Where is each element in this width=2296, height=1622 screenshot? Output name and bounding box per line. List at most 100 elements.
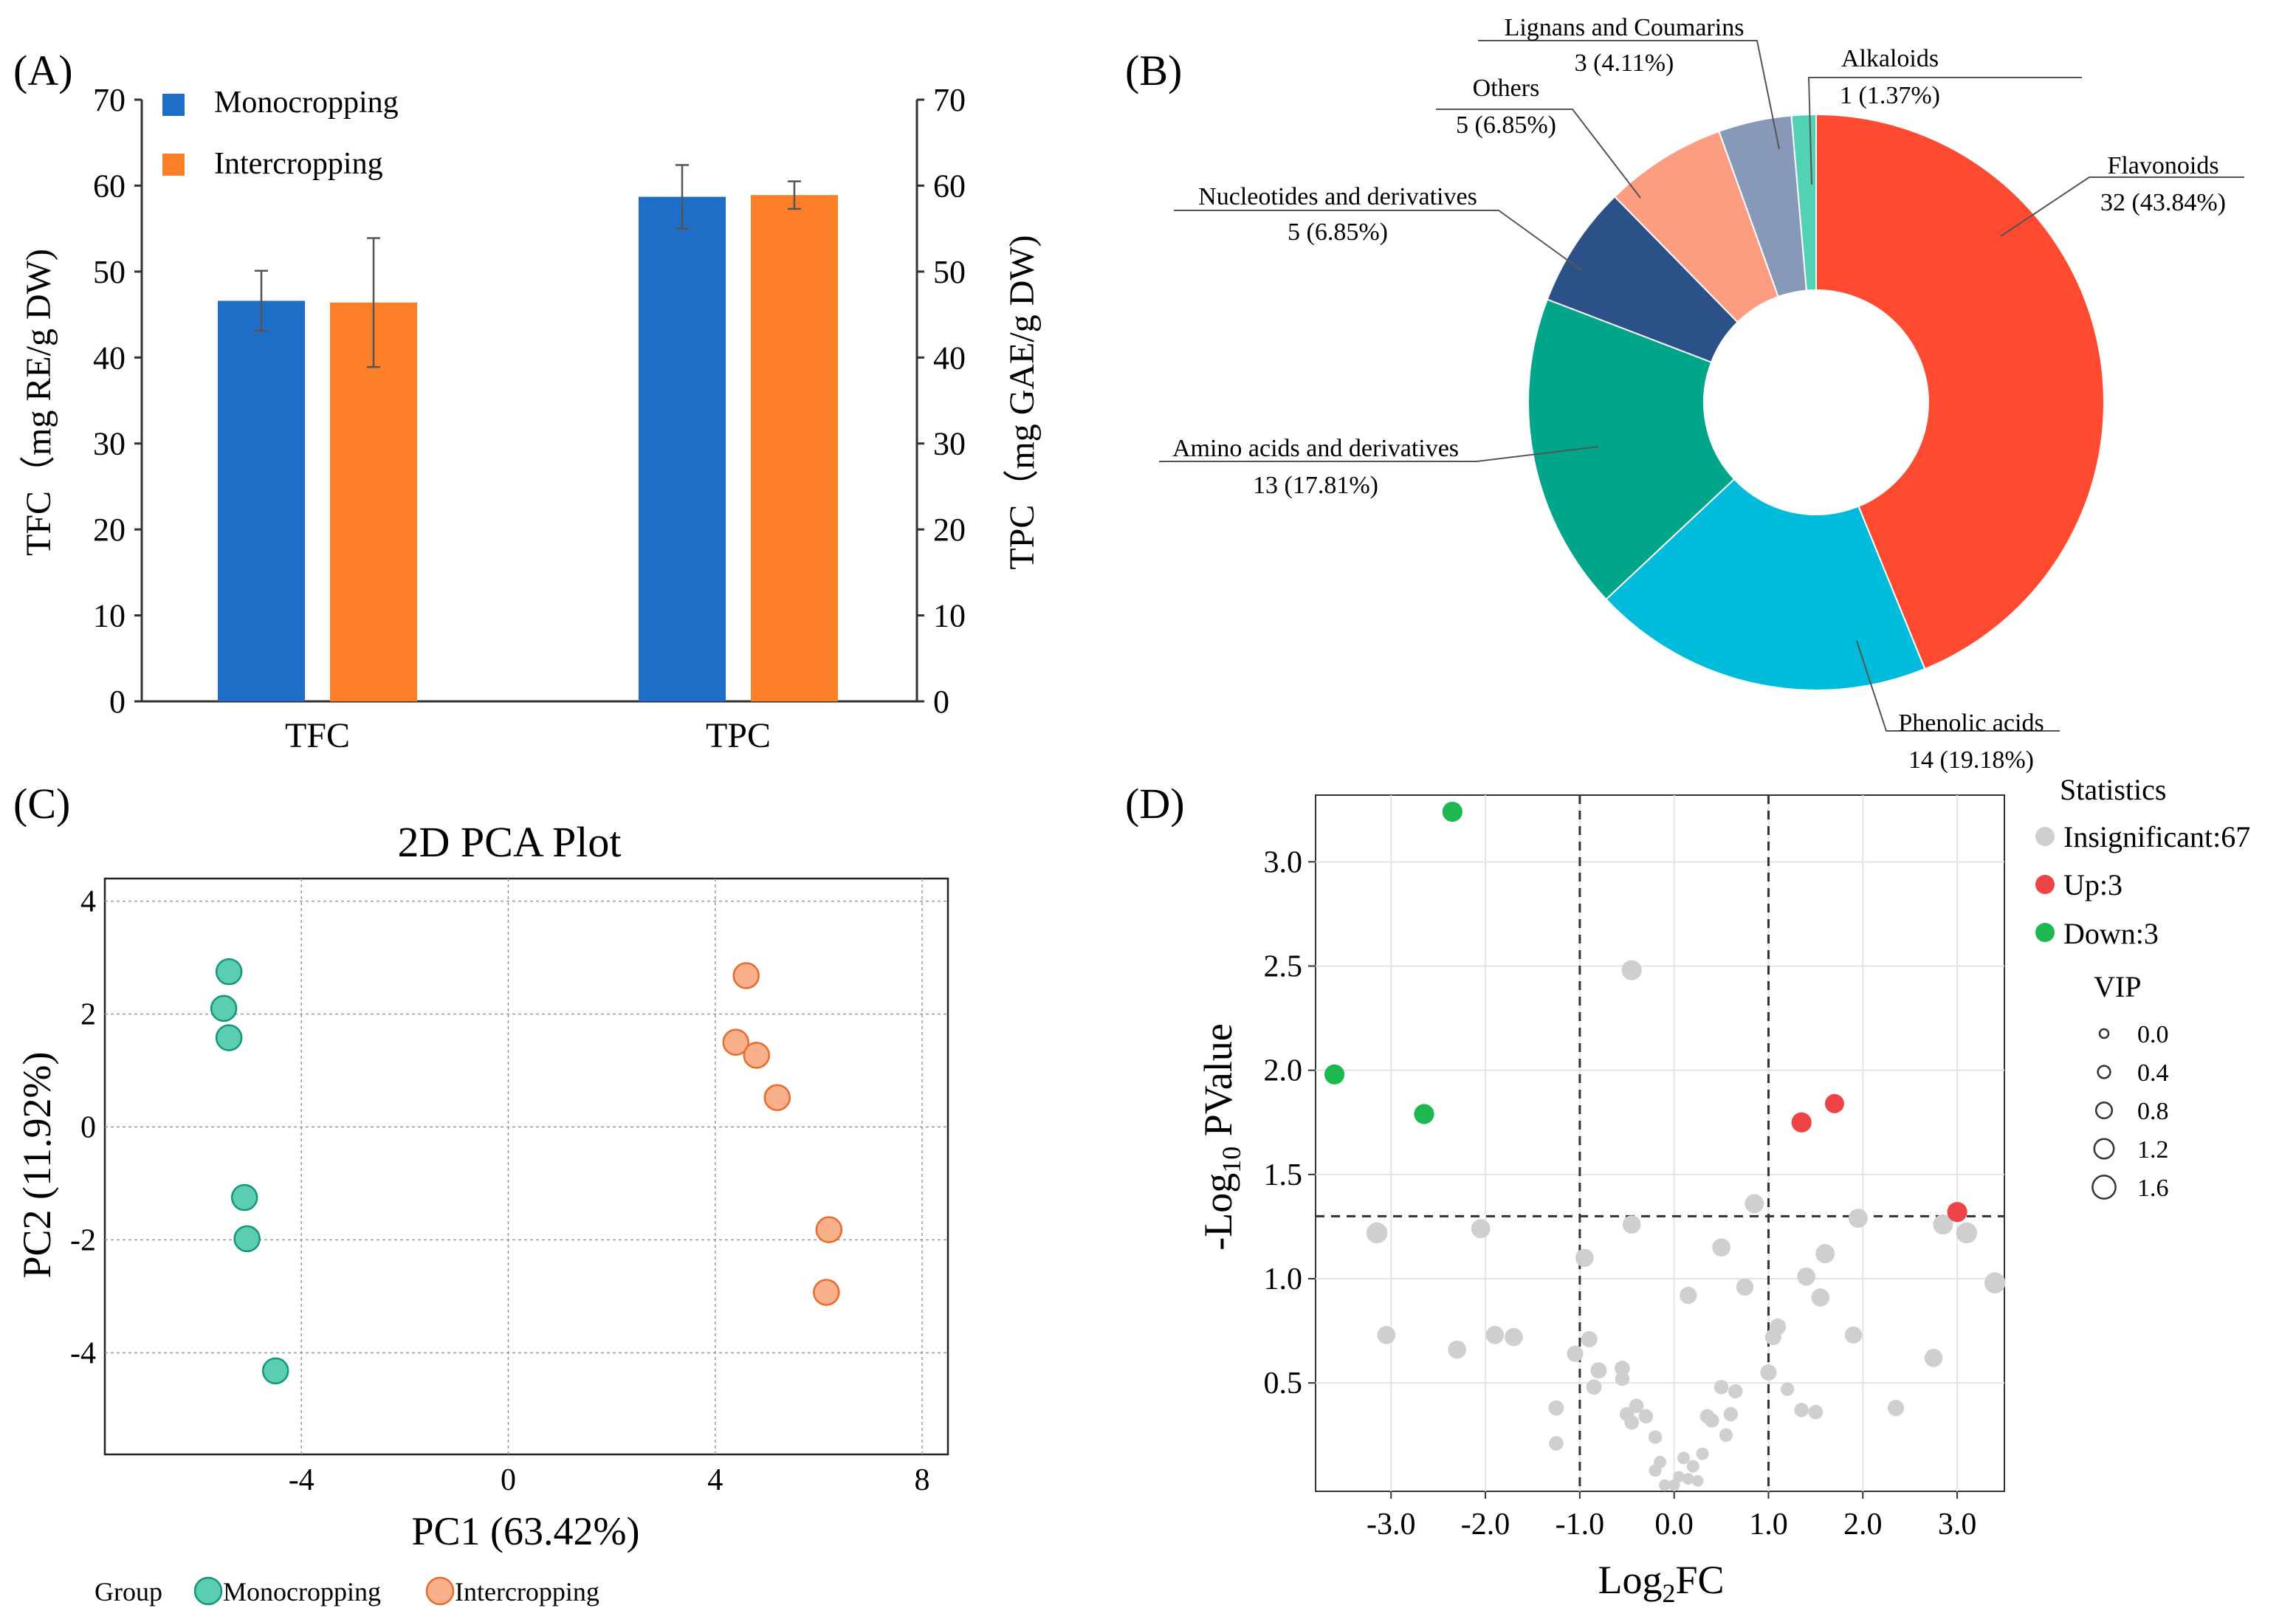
legend-label-down: Down:3 [2063, 917, 2159, 950]
vip-size-label: 1.2 [2137, 1136, 2169, 1164]
label-alkaloids: Alkaloids [1841, 45, 1939, 72]
volcano-point-insignificant [1659, 1479, 1671, 1491]
vip-size-label: 1.6 [2137, 1175, 2169, 1202]
legend-marker-up [2035, 875, 2055, 894]
label-nucleotides: Nucleotides and derivatives [1198, 183, 1477, 210]
vip-size-marker [2093, 1138, 2115, 1160]
volcano-point-insignificant [1797, 1267, 1815, 1286]
volcano-point-insignificant [1567, 1345, 1584, 1362]
volcano-point-insignificant [1615, 1371, 1630, 1386]
slice-alkaloids [1790, 113, 1817, 292]
legend-marker-monocropping [193, 1576, 223, 1606]
panel-b-labels: Flavonoids 32 (43.84%) Phenolic acids 14… [1172, 14, 2226, 774]
pca-point-monocropping [230, 1183, 258, 1212]
slice-amino-acids-and-derivatives [1527, 298, 1736, 601]
legend-marker-intercropping [425, 1576, 455, 1606]
volcano-point-insignificant [1719, 1428, 1733, 1442]
panel-c-ytick-label: 4 [80, 885, 96, 919]
panel-d-ytick-label: 1.0 [1264, 1262, 1303, 1296]
volcano-point-up [1947, 1202, 1967, 1223]
volcano-point-insignificant [1673, 1471, 1685, 1483]
panel-a-left-ticks: 0 10 20 30 40 50 60 70 [93, 82, 142, 720]
slice-flavonoids [1815, 113, 2105, 670]
panel-c-grid [105, 879, 948, 1454]
panel-d-ticks: -3.0 -2.0 -1.0 0.0 1.0 2.0 3.0 0.5 1.0 1.5 2.0 2.5 3… [1264, 845, 1977, 1542]
label-phenolic-acids: Phenolic acids [1898, 709, 2044, 737]
pca-point-intercropping [722, 1028, 749, 1056]
legend-title-group: Group [94, 1577, 162, 1606]
panel-d-xtick-label: -2.0 [1461, 1508, 1510, 1542]
legend-marker-down [2035, 923, 2055, 942]
volcano-point-insignificant [1984, 1272, 2006, 1293]
panel-c-ytick-label: 2 [80, 998, 96, 1032]
panel-c-xlabel: PC1 (63.42%) [412, 1509, 640, 1553]
volcano-point-insignificant [1686, 1460, 1699, 1473]
volcano-point-insignificant [1638, 1409, 1654, 1424]
panel-b-donut-chart: Flavonoids 32 (43.84%) Phenolic acids 14… [1159, 14, 2244, 774]
panel-d-ylabel-main: -Log [1196, 1173, 1240, 1251]
volcano-point-down [1324, 1064, 1345, 1085]
count-phenolic-acids: 14 (19.18%) [1908, 746, 2034, 774]
volcano-point-insignificant [1649, 1464, 1662, 1477]
leader-nucleotides [1174, 210, 1584, 272]
pca-point-intercropping [743, 1042, 771, 1069]
panel-a-legend: Monocropping Intercropping [162, 86, 399, 181]
volcano-point-insignificant [1590, 1362, 1607, 1379]
volcano-point-insignificant [1691, 1475, 1704, 1487]
count-amino-acids: 13 (17.81%) [1253, 472, 1378, 499]
vip-size-label: 0.8 [2137, 1098, 2169, 1125]
pca-point-monocropping [261, 1357, 289, 1385]
panel-c-ylabel: PC2 (11.92%) [15, 1052, 59, 1279]
panel-a-xtick-tpc: TPC [706, 716, 771, 755]
pca-point-intercropping [815, 1216, 843, 1243]
volcano-point-insignificant [1621, 960, 1642, 980]
count-flavonoids: 32 (43.84%) [2100, 189, 2226, 216]
legend-label-up: Up:3 [2063, 868, 2123, 901]
panel-d-ytick-label: 2.0 [1264, 1054, 1303, 1088]
panel-a-left-tick-label: 50 [93, 254, 126, 290]
volcano-point-insignificant [1811, 1288, 1830, 1307]
label-flavonoids: Flavonoids [2107, 152, 2218, 179]
volcano-point-down [1414, 1104, 1434, 1124]
volcano-point-insignificant [1760, 1364, 1777, 1381]
panel-a-ylabel-right: TPC（mg GAE/g DW) [1003, 235, 1042, 569]
panel-c-xtick-label: 8 [914, 1463, 929, 1497]
panel-c-pca-plot: 2D PCA Plot -4 0 4 8 -4 -2 0 2 4 PC1 (63.42%) PC… [15, 818, 949, 1606]
panel-a-right-tick-label: 20 [933, 512, 966, 548]
leader-alkaloids [1807, 77, 2082, 185]
volcano-point-insignificant [1680, 1286, 1697, 1305]
panel-d-points [1324, 801, 2006, 1491]
panel-a-left-tick-label: 30 [93, 426, 126, 462]
panel-d-threshold-lines [1316, 795, 2004, 1491]
volcano-point-insignificant [1848, 1209, 1868, 1228]
volcano-point-insignificant [1808, 1404, 1824, 1420]
volcano-point-insignificant [1736, 1278, 1754, 1296]
panel-c-ytick-label: 0 [80, 1110, 96, 1144]
volcano-point-insignificant [1377, 1325, 1396, 1344]
panel-a-left-tick-label: 60 [93, 168, 126, 204]
pca-point-intercropping [732, 962, 760, 989]
volcano-point-insignificant [1683, 1473, 1694, 1485]
volcano-point-insignificant [1505, 1327, 1523, 1347]
volcano-point-insignificant [1581, 1330, 1598, 1347]
bar-intercropping-tfc [330, 302, 417, 701]
volcano-point-down [1442, 801, 1463, 822]
pca-point-monocropping [215, 958, 243, 986]
volcano-point-insignificant [1677, 1451, 1690, 1465]
volcano-point-insignificant [1624, 1415, 1639, 1430]
pca-point-intercropping [763, 1084, 791, 1111]
volcano-point-insignificant [1794, 1403, 1809, 1417]
label-others: Others [1473, 75, 1540, 102]
panel-d-ylabel: -Log10 PValue [1196, 1023, 1246, 1250]
panel-d-vip-legend: 0.0 0.4 0.8 1.2 1.6 [2092, 1021, 2169, 1202]
pca-point-intercropping [813, 1279, 840, 1306]
panel-label-d: (D) [1125, 780, 1185, 828]
volcano-point-insignificant [1548, 1400, 1564, 1416]
volcano-point-insignificant [1622, 1215, 1641, 1234]
volcano-point-up [1824, 1093, 1844, 1113]
panel-d-xtick-label: -3.0 [1367, 1508, 1416, 1542]
legend-label-insignificant: Insignificant:67 [2063, 820, 2250, 853]
count-alkaloids: 1 (1.37%) [1840, 82, 1940, 109]
panel-d-ytick-label: 1.5 [1264, 1158, 1303, 1192]
